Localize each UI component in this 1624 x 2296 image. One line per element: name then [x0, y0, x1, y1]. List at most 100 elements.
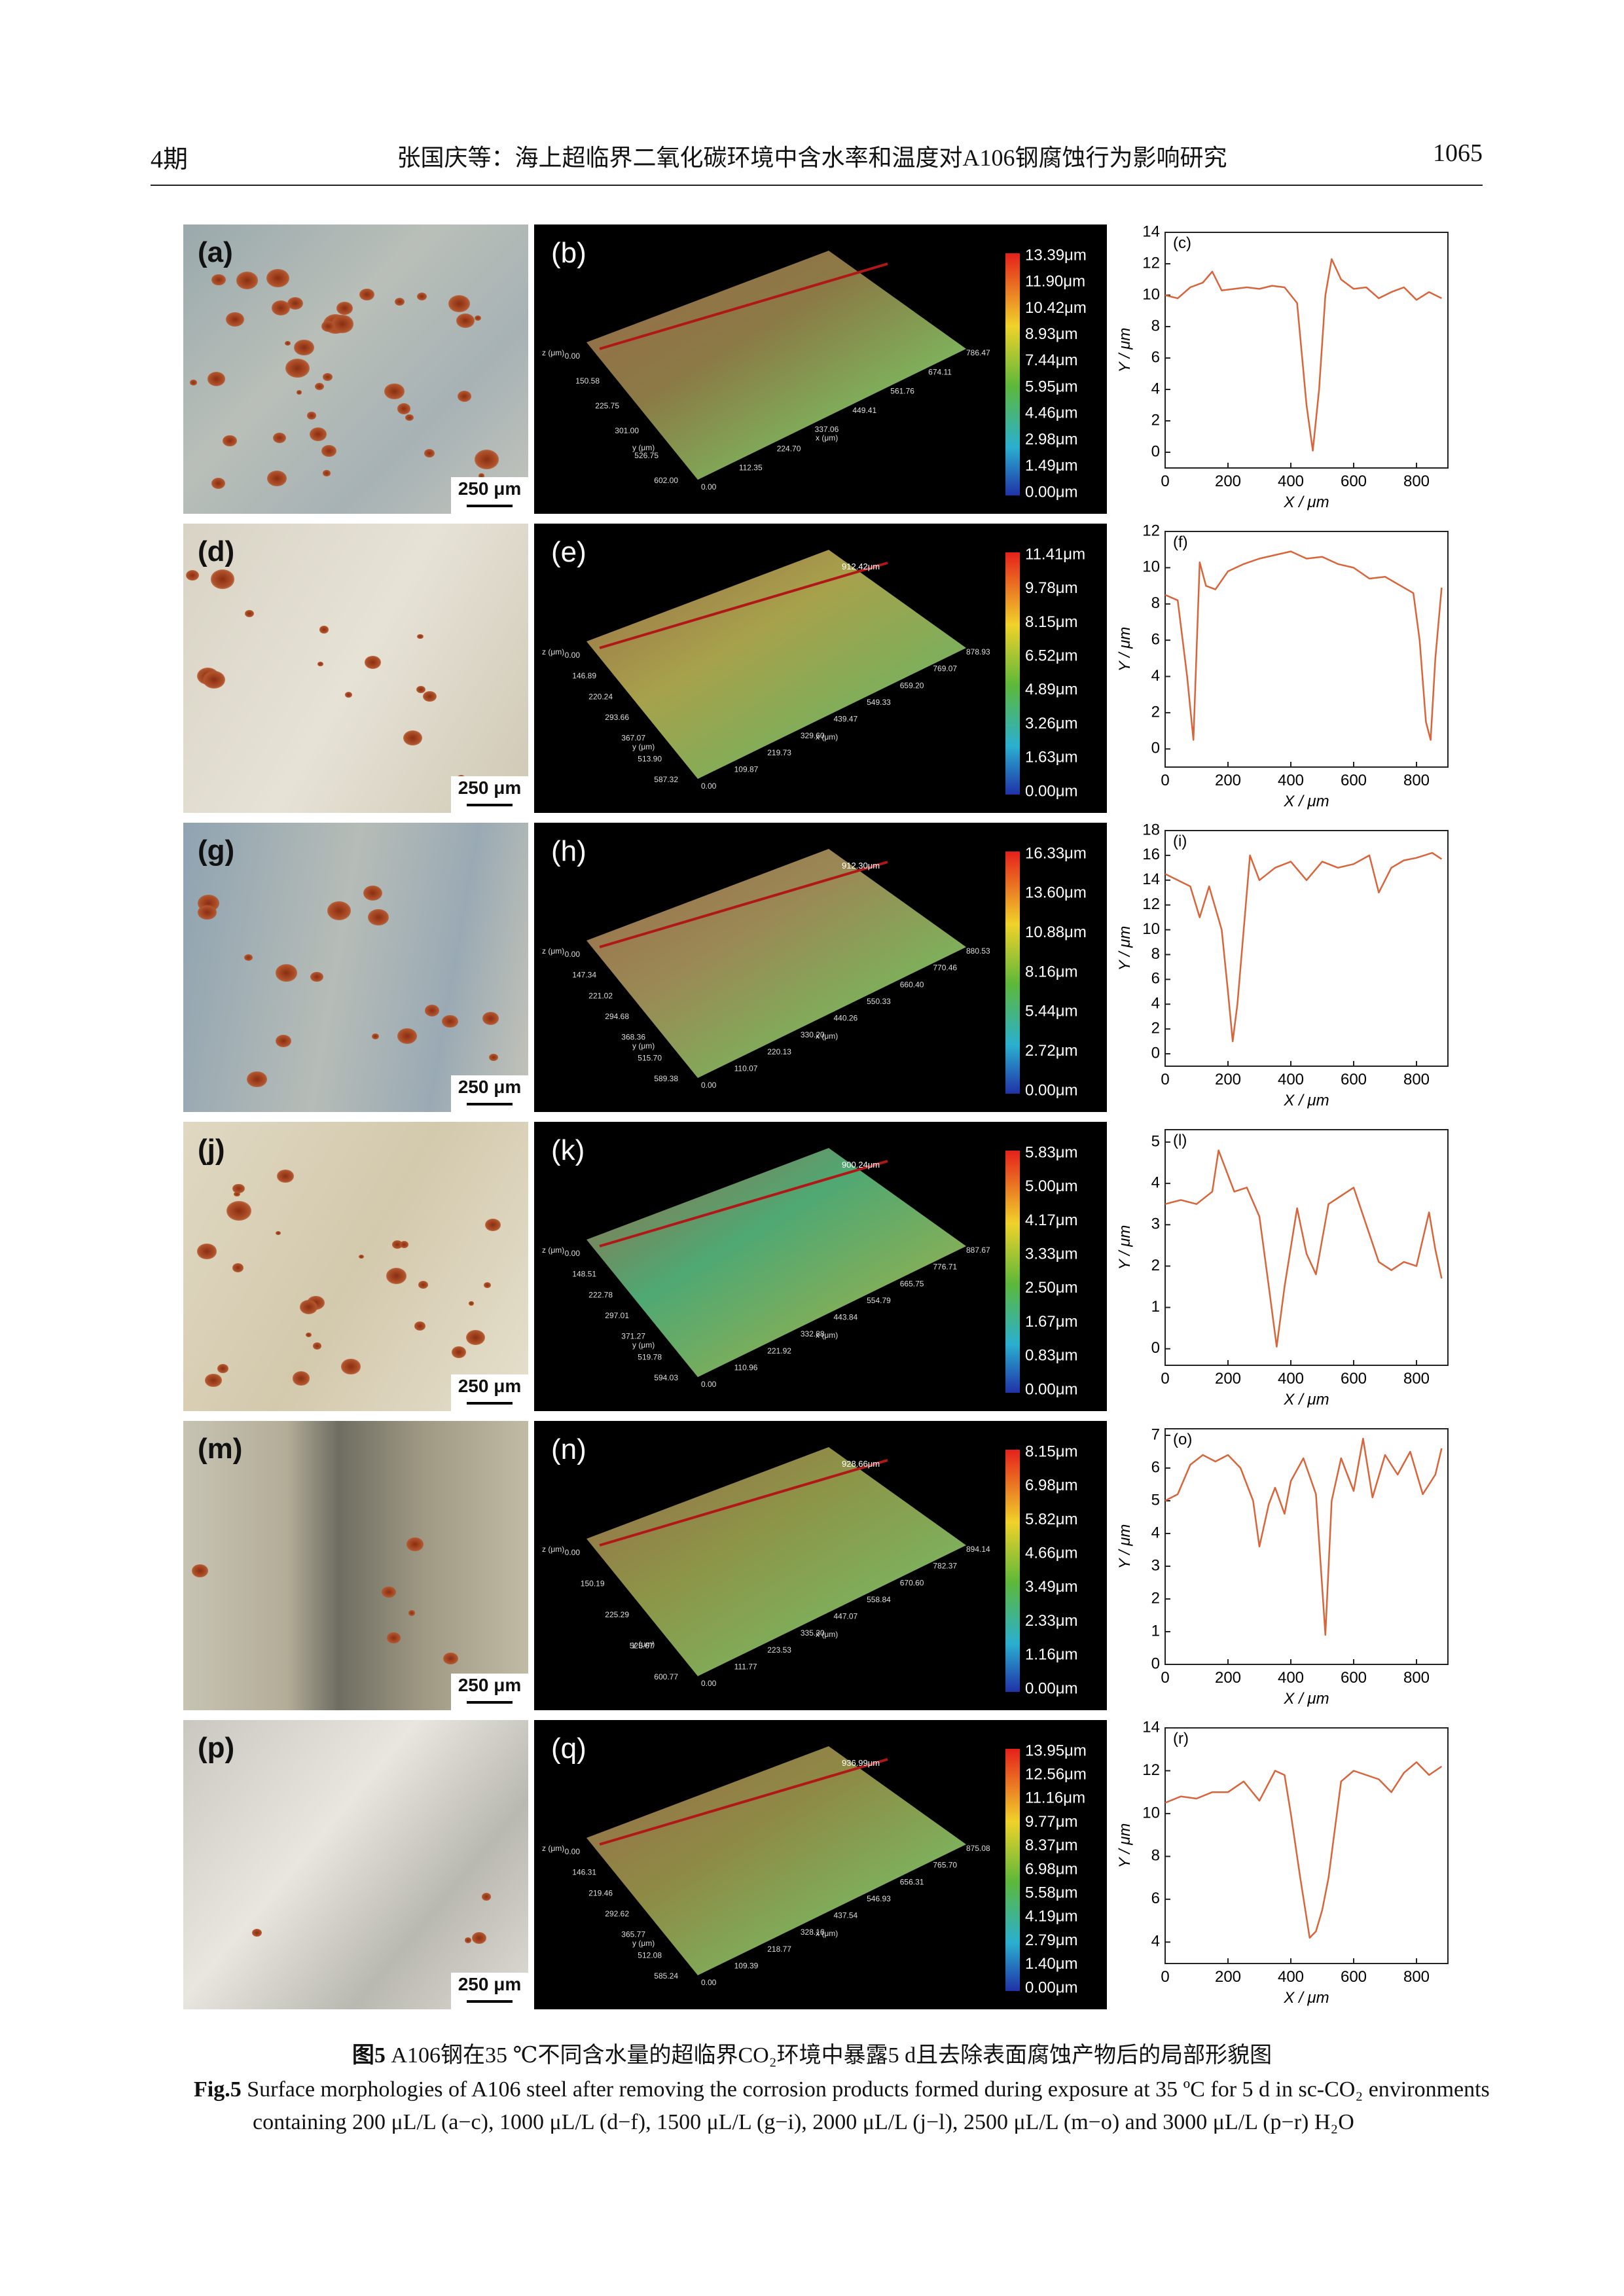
colorbar-label: 7.44μm	[1025, 351, 1078, 369]
panel-label: (e)	[551, 536, 586, 568]
profile-line	[599, 1758, 888, 1846]
marker-label: 912.42μm	[842, 562, 880, 571]
panel-label: (b)	[551, 237, 586, 269]
corrosion-spot	[223, 435, 238, 447]
corrosion-spot	[309, 427, 327, 442]
corrosion-spot	[247, 1071, 267, 1087]
map-x-tick: 329.60	[801, 731, 825, 740]
corrosion-spot	[405, 414, 414, 422]
corrosion-spot	[211, 477, 226, 489]
x-tick-label: 0	[1161, 1669, 1169, 1687]
map-y-tick: 365.77	[621, 1930, 645, 1939]
x-tick-label: 400	[1278, 1071, 1304, 1088]
map-y-tick: 219.46	[588, 1888, 613, 1897]
map-x-tick: 875.08	[966, 1844, 990, 1853]
x-axis-label: x (μm)	[816, 1630, 838, 1639]
corrosion-spot	[394, 298, 405, 306]
map-x-tick: 224.70	[777, 444, 801, 453]
header-rule	[151, 185, 1483, 186]
map-x-tick: 769.07	[933, 664, 957, 673]
panel-label: (l)	[1173, 1132, 1187, 1149]
y-tick-label: 10	[1142, 920, 1160, 938]
x-tick-label: 800	[1403, 1370, 1430, 1388]
figure-row: (j) 250 μm (k) 900.24μm z (μm) 0.00 148.51 222.…	[183, 1122, 1454, 1411]
corrosion-spot	[384, 383, 405, 400]
corrosion-spot	[358, 1254, 364, 1259]
colorbar-label: 5.82μm	[1025, 1511, 1078, 1528]
map-x-tick: 546.93	[867, 1894, 891, 1903]
colorbar-label: 10.88μm	[1025, 924, 1087, 941]
panel-label: (d)	[198, 535, 235, 567]
corrosion-spot	[423, 691, 437, 702]
map-x-tick: 328.16	[801, 1928, 825, 1937]
corrosion-spot	[296, 390, 302, 395]
colorbar-label: 11.90μm	[1025, 273, 1085, 291]
profile-curve	[1164, 1761, 1443, 1939]
profile-chart: (r) 4 6 8 10 12 14 0 200 400 600 800 X / μm Y / μm	[1116, 1720, 1449, 2007]
y-tick-label: 7	[1151, 1426, 1160, 1443]
marker-label: 912.30μm	[842, 861, 880, 870]
corrosion-spot	[192, 1564, 209, 1578]
panel-label: (h)	[551, 835, 586, 867]
map-y-tick: 294.68	[605, 1012, 629, 1021]
y-tick-label: 4	[1151, 380, 1160, 397]
scale-line	[467, 804, 513, 806]
profile-chart: (l) 0 1 2 3 4 5 0 200 400 600 800 X / μm Y / μm	[1116, 1129, 1449, 1408]
x-tick-label: 200	[1215, 1071, 1241, 1088]
colorbar-label: 2.50μm	[1025, 1279, 1078, 1297]
panel-label: (q)	[551, 1732, 586, 1765]
map-x-tick: 0.00	[701, 1679, 717, 1688]
y-tick-label: 10	[1142, 558, 1160, 576]
map-y-tick: 585.24	[654, 1971, 678, 1981]
colorbar-label: 4.19μm	[1025, 1908, 1078, 1926]
map-y-tick: 587.32	[654, 775, 678, 784]
corrosion-spot	[465, 1329, 485, 1346]
map-x-tick: 332.88	[801, 1329, 825, 1338]
corrosion-spot	[482, 1012, 499, 1026]
panel-label: (r)	[1173, 1730, 1189, 1748]
x-tick-label: 400	[1278, 1968, 1304, 1986]
x-tick-label: 200	[1215, 473, 1241, 490]
panel-label: (f)	[1173, 533, 1188, 551]
corrosion-spot	[319, 626, 329, 634]
map-y-tick: 293.66	[605, 713, 629, 722]
map-x-tick: 110.96	[734, 1363, 758, 1372]
x-tick-label: 400	[1278, 1370, 1304, 1388]
corrosion-spot	[310, 971, 323, 982]
surface	[586, 550, 966, 779]
x-tick-label: 800	[1403, 1669, 1430, 1687]
corrosion-spot	[327, 901, 352, 921]
profile-curve	[1164, 852, 1443, 1043]
corrosion-spot	[483, 1282, 491, 1289]
profile-curve	[1164, 1149, 1443, 1348]
x-tick-label: 800	[1403, 772, 1430, 789]
colorbar-label: 3.26μm	[1025, 715, 1078, 732]
y-tick-label: 4	[1151, 1524, 1160, 1541]
map-y-tick: 225.29	[605, 1610, 629, 1619]
figure-row: (m) 250 μm (n) 928.66μm z (μm) 0.00 150.19 225.…	[183, 1421, 1454, 1710]
x-tick-label: 800	[1403, 1071, 1430, 1088]
plot-frame	[1164, 1727, 1449, 1964]
y-axis-title: Y / μm	[1116, 328, 1134, 373]
y-axis-title: Y / μm	[1116, 1225, 1134, 1270]
colorbar-label: 5.58μm	[1025, 1884, 1078, 1902]
x-tick-label: 200	[1215, 1968, 1241, 1986]
map-y-tick: 602.00	[654, 476, 678, 485]
y-tick-label: 14	[1142, 224, 1160, 240]
corrosion-spot	[474, 449, 499, 469]
y-axis-label: y (μm)	[632, 1041, 655, 1050]
map-x-tick: 443.84	[834, 1313, 858, 1322]
colorbar	[1005, 552, 1020, 795]
colorbar-label: 1.49μm	[1025, 457, 1078, 475]
y-tick-label: 4	[1151, 1174, 1160, 1191]
y-tick-label: 0	[1151, 1339, 1160, 1357]
y-tick-label: 14	[1142, 870, 1160, 888]
x-tick-label: 400	[1278, 1669, 1304, 1687]
scale-bar: 250 μm	[451, 776, 528, 813]
corrosion-spot	[321, 321, 336, 332]
scale-bar: 250 μm	[451, 1674, 528, 1710]
z-axis-label: z (μm)	[542, 1246, 564, 1255]
corrosion-spot	[464, 1937, 471, 1943]
